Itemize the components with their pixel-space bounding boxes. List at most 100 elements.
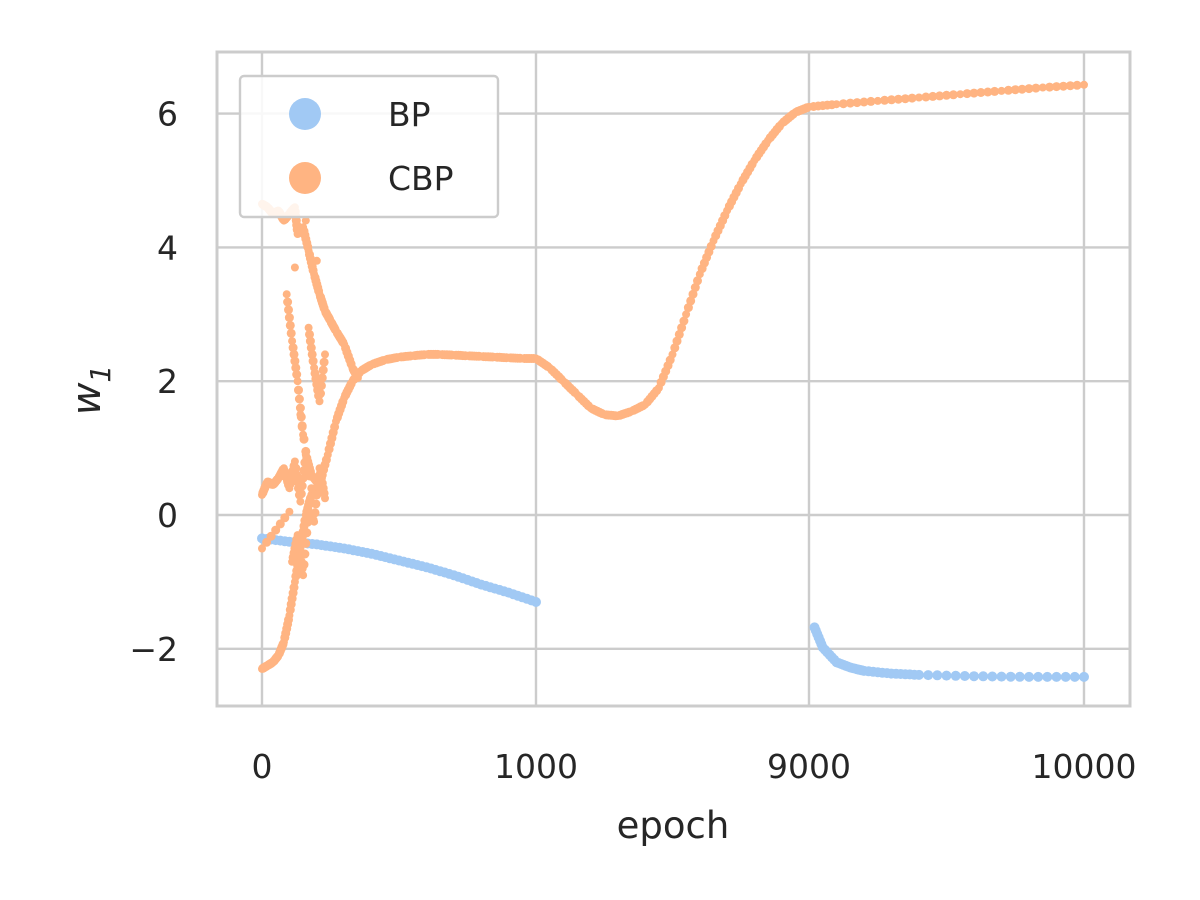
y-axis-label-subscript: 1 — [84, 365, 117, 383]
data-point — [1038, 83, 1047, 92]
data-point — [1058, 81, 1068, 91]
data-point — [531, 597, 541, 607]
data-point — [987, 671, 998, 682]
x-tick-label: 10000 — [1032, 747, 1137, 786]
data-point — [1065, 81, 1075, 91]
data-point — [1031, 83, 1041, 93]
data-point — [290, 263, 299, 272]
data-point — [852, 98, 862, 108]
y-tick-labels: −2 0 2 4 6 — [129, 95, 178, 669]
data-point — [1072, 80, 1082, 90]
data-point — [923, 670, 934, 681]
data-point — [1005, 671, 1016, 682]
legend-box — [238, 74, 500, 219]
data-point — [887, 95, 896, 105]
data-point — [295, 403, 305, 413]
data-point — [288, 337, 297, 346]
data-point — [880, 95, 890, 105]
data-point — [283, 297, 293, 307]
data-point — [296, 489, 306, 499]
legend-marker-bp — [289, 98, 321, 130]
data-point — [271, 525, 281, 535]
data-point — [290, 457, 299, 466]
y-tick-label: 4 — [157, 228, 178, 267]
data-point — [679, 316, 689, 326]
y-tick-label: 2 — [157, 362, 178, 401]
data-point — [305, 336, 315, 346]
data-point — [300, 549, 310, 559]
data-point — [959, 671, 970, 681]
data-point — [299, 560, 309, 570]
data-point — [997, 86, 1006, 95]
data-point — [301, 216, 310, 225]
data-point — [1014, 671, 1025, 682]
data-point — [1033, 671, 1044, 682]
data-point — [301, 446, 311, 456]
x-axis-label: epoch — [617, 804, 730, 847]
data-point — [285, 507, 294, 516]
legend-marker-cbp — [289, 162, 321, 194]
data-point — [1080, 80, 1088, 89]
data-point — [311, 499, 321, 509]
data-point — [845, 98, 855, 108]
data-point — [299, 434, 309, 444]
data-point — [294, 385, 303, 395]
x-tick-labels: 0 1000 9000 10000 — [252, 747, 1137, 786]
series-layer — [257, 80, 1089, 682]
data-point — [983, 87, 993, 97]
data-point — [291, 363, 301, 373]
data-point — [312, 490, 322, 500]
plot-frame — [215, 50, 1132, 708]
data-point — [1042, 671, 1053, 682]
data-point — [948, 90, 958, 100]
data-point — [293, 531, 302, 540]
y-axis-label: w1 — [64, 365, 117, 416]
data-point — [866, 96, 876, 106]
data-point — [928, 91, 938, 101]
data-point — [305, 329, 314, 339]
x-tick-label: 9000 — [767, 747, 851, 786]
data-point — [353, 373, 362, 382]
data-point — [859, 97, 869, 107]
data-point — [282, 290, 291, 299]
data-point — [1051, 671, 1062, 682]
data-point — [969, 671, 979, 682]
data-point — [292, 370, 302, 379]
data-point — [321, 350, 329, 359]
data-point — [285, 320, 295, 330]
data-point — [301, 538, 311, 548]
data-point — [1024, 84, 1034, 94]
data-point — [310, 508, 320, 518]
data-point — [310, 517, 319, 526]
data-point — [1017, 84, 1027, 94]
data-point — [306, 343, 316, 353]
data-point — [280, 513, 290, 523]
y-axis-label-main: w — [64, 382, 110, 415]
data-point — [316, 389, 325, 398]
y-tick-label: 0 — [157, 496, 178, 535]
data-point — [288, 343, 298, 353]
data-point — [294, 537, 303, 547]
x-tick-label: 0 — [252, 747, 273, 786]
series-cbp — [258, 80, 1088, 673]
data-point — [1060, 671, 1071, 682]
data-point — [291, 463, 301, 473]
data-point — [990, 86, 1000, 96]
data-point — [907, 93, 917, 103]
data-point — [1003, 85, 1013, 95]
data-point — [266, 531, 276, 541]
data-point — [978, 671, 989, 682]
data-point — [942, 90, 951, 100]
data-point — [286, 328, 296, 338]
legend-label-bp: BP — [388, 95, 431, 134]
data-point — [296, 410, 305, 419]
data-point — [900, 94, 910, 104]
data-point — [956, 90, 965, 99]
legend: BP CBP — [238, 74, 500, 219]
series-bp — [257, 533, 1089, 682]
data-point — [297, 422, 307, 432]
data-point — [893, 94, 903, 104]
data-point — [832, 100, 841, 109]
data-point — [316, 381, 326, 391]
data-point — [302, 528, 312, 538]
